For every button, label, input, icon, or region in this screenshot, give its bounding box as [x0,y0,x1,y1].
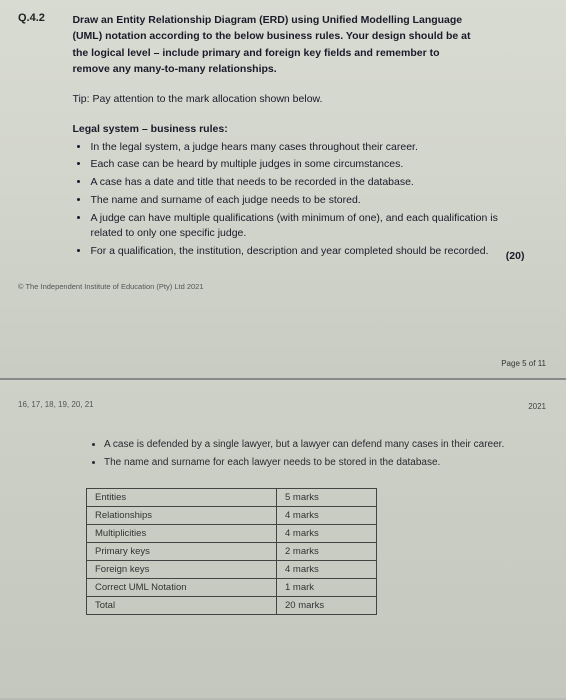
intro-line-3: the logical level – include primary and … [72,47,439,59]
intro-line-1: Draw an Entity Relationship Diagram (ERD… [72,14,462,26]
intro-line-2: (UML) notation according to the below bu… [72,30,470,42]
table-cell: Multiplicities [87,525,277,543]
rules-list-2: A case is defended by a single lawyer, b… [86,437,526,470]
rule-item: The name and surname for each lawyer nee… [104,455,526,470]
table-cell: 1 mark [277,579,377,597]
intro-line-4: remove any many-to-many relationships. [72,63,276,75]
table-cell: 20 marks [277,597,377,615]
rule-item: A case is defended by a single lawyer, b… [104,437,526,452]
table-cell: 5 marks [277,489,377,507]
question-body: Draw an Entity Relationship Diagram (ERD… [72,12,532,264]
table-cell: Total [87,597,277,615]
table-row: Multiplicities4 marks [87,525,377,543]
page-1: Q.4.2 Draw an Entity Relationship Diagra… [0,0,566,380]
rules-list: In the legal system, a judge hears many … [72,140,532,260]
table-row: Primary keys2 marks [87,543,377,561]
page-2: 16, 17, 18, 19, 20, 21 2021 A case is de… [0,380,566,698]
tip-text: Tip: Pay attention to the mark allocatio… [72,91,532,107]
rules-heading: Legal system – business rules: [72,121,532,137]
page2-header-right: 2021 [528,402,546,411]
table-cell: 4 marks [277,525,377,543]
rule-item: Each case can be heard by multiple judge… [90,157,532,173]
rule-item: A case has a date and title that needs t… [90,175,532,191]
page-number: Page 5 of 11 [501,359,546,368]
table-row: Entities5 marks [87,489,377,507]
page2-header-left: 16, 17, 18, 19, 20, 21 [18,400,548,409]
table-cell: Foreign keys [87,561,277,579]
table-row: Correct UML Notation1 mark [87,579,377,597]
table-row: Relationships4 marks [87,507,377,525]
table-cell: 4 marks [277,561,377,579]
page2-body: A case is defended by a single lawyer, b… [86,437,526,615]
table-row: Foreign keys4 marks [87,561,377,579]
table-cell: Correct UML Notation [87,579,277,597]
rule-item: The name and surname of each judge needs… [90,193,532,209]
rule-item: For a qualification, the institution, de… [90,244,532,260]
table-cell: Primary keys [87,543,277,561]
table-cell: 4 marks [277,507,377,525]
copyright-text: © The Independent Institute of Education… [18,282,548,291]
table-cell: Relationships [87,507,277,525]
rule-item: In the legal system, a judge hears many … [90,140,532,156]
rule-item: A judge can have multiple qualifications… [90,211,532,243]
table-cell: Entities [87,489,277,507]
marks-table: Entities5 marks Relationships4 marks Mul… [86,488,377,615]
question-number: Q.4.2 [18,12,68,24]
question-row: Q.4.2 Draw an Entity Relationship Diagra… [18,12,548,264]
table-row: Total20 marks [87,597,377,615]
table-cell: 2 marks [277,543,377,561]
